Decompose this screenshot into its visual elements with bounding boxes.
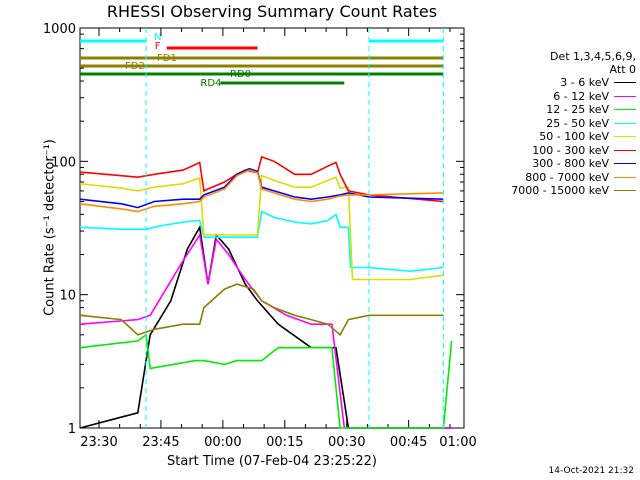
y-axis-label: Count Rate (s⁻¹ detector⁻¹) [42, 139, 58, 316]
annotation-label-rd4: RD4 [200, 78, 221, 89]
legend-label: 3 - 6 keV [560, 76, 609, 90]
x-tick-label: 00:45 [390, 435, 427, 450]
legend-entry: 800 - 7000 keV [470, 171, 636, 185]
legend-swatch [614, 109, 636, 111]
series-line-3 [79, 210, 444, 273]
plot-frame [79, 27, 465, 429]
legend-entry: 3 - 6 keV [470, 76, 636, 90]
legend-entry: 6 - 12 keV [470, 90, 636, 104]
y-tick-label: 10 [59, 289, 76, 304]
x-tick-label: 00:00 [204, 435, 241, 450]
series-line-7 [79, 169, 444, 213]
legend-label: 6 - 12 keV [553, 89, 609, 103]
legend-label: 7000 - 15000 keV [511, 184, 609, 198]
x-axis-label: Start Time (07-Feb-04 23:25:22) [167, 454, 377, 469]
y-tick-label: 100 [51, 155, 76, 170]
annotation-label-fd1: FD1 [157, 53, 177, 64]
legend-swatch [614, 136, 636, 138]
legend-swatch [614, 149, 636, 151]
y-tick-label: 1 [68, 422, 76, 437]
x-tick-label: 23:30 [80, 435, 117, 450]
legend-swatch [614, 122, 636, 124]
series-line-0 [79, 224, 452, 429]
legend-entry: 300 - 800 keV [470, 157, 636, 171]
legend-swatch [614, 190, 636, 192]
legend-entry: 12 - 25 keV [470, 103, 636, 117]
legend-label: 25 - 50 keV [546, 116, 609, 130]
legend-swatch [614, 176, 636, 178]
legend: Det 1,3,4,5,6,9, Att 0 3 - 6 keV 6 - 12 k… [470, 50, 636, 198]
legend-label: 100 - 300 keV [532, 143, 609, 157]
legend-label: 800 - 7000 keV [525, 170, 609, 184]
series-line-6 [79, 167, 444, 209]
annotation-label-fd2: FD2 [125, 61, 145, 72]
annotation-label-f: F [155, 41, 161, 52]
legend-entry: 25 - 50 keV [470, 117, 636, 131]
legend-swatch [614, 163, 636, 165]
series-line-4 [79, 174, 444, 281]
legend-header-2: Att 0 [609, 63, 636, 76]
legend-swatch [614, 95, 636, 97]
series-line-8 [79, 283, 444, 337]
legend-entry: 100 - 300 keV [470, 144, 636, 158]
legend-entry: 7000 - 15000 keV [470, 184, 636, 198]
x-tick-label: 00:15 [266, 435, 303, 450]
legend-swatch [614, 82, 636, 84]
x-tick-label: 00:30 [328, 435, 365, 450]
series-line-1 [79, 232, 452, 429]
legend-header-1: Det 1,3,4,5,6,9, [549, 50, 636, 63]
annotation-label-n: N [154, 32, 161, 43]
legend-label: 300 - 800 keV [532, 157, 609, 171]
chart-title: RHESSI Observing Summary Count Rates [106, 2, 438, 21]
x-tick-label: 23:45 [142, 435, 179, 450]
legend-entry: 50 - 100 keV [470, 130, 636, 144]
series-line-2 [79, 333, 453, 429]
y-tick-label: 1000 [43, 22, 76, 37]
legend-label: 50 - 100 keV [539, 130, 609, 144]
x-tick-label: 01:00 [439, 435, 476, 450]
annotation-label-rd0: RD0 [230, 69, 251, 80]
timestamp: 14-Oct-2021 21:32 [548, 466, 634, 476]
legend-label: 12 - 25 keV [546, 103, 609, 117]
